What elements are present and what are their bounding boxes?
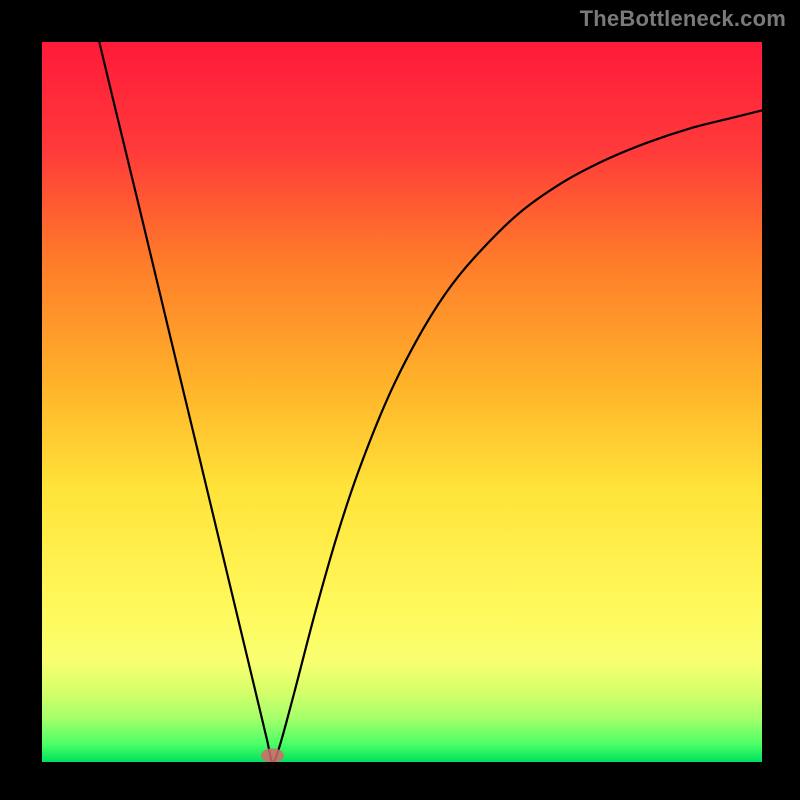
gradient-plot-area bbox=[42, 42, 762, 762]
optimum-marker bbox=[261, 748, 284, 762]
chart-svg bbox=[0, 0, 800, 800]
chart-stage: TheBottleneck.com bbox=[0, 0, 800, 800]
